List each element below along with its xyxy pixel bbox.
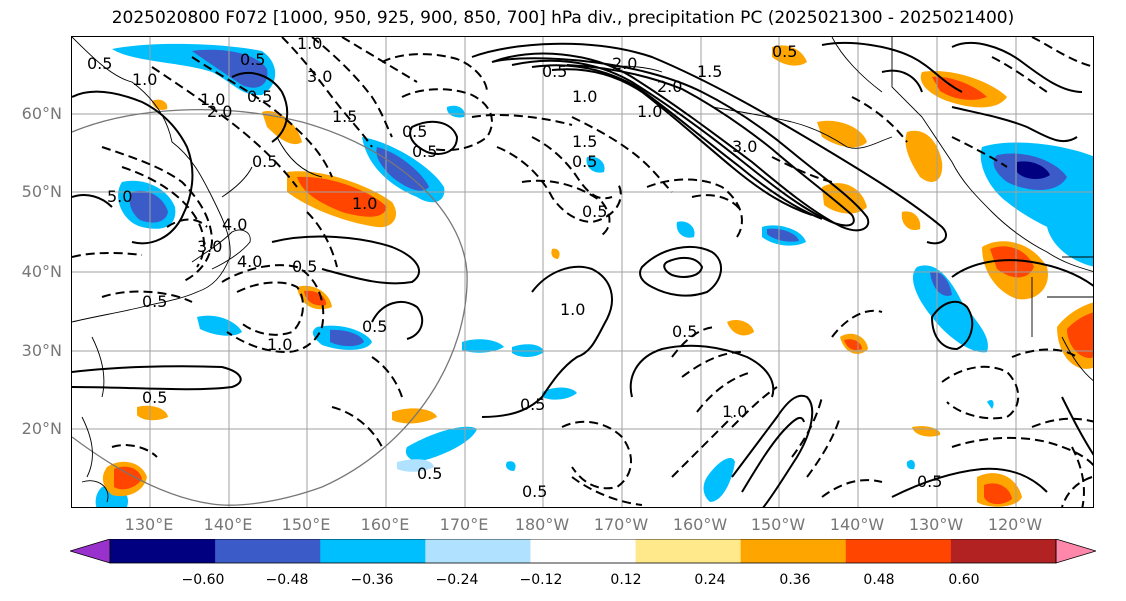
contour-label: 2.0 [207, 102, 232, 121]
contours-dashed [72, 37, 1093, 507]
contour-label: 0.5 [292, 257, 317, 276]
contour-label: 0.5 [142, 292, 167, 311]
colorbar-tick: 0.24 [694, 572, 726, 588]
contour-label: 0.5 [917, 472, 942, 491]
contour-label: 0.5 [417, 464, 442, 483]
colorbar-tick: 0.12 [610, 572, 642, 588]
lat-label-50n: 50°N [21, 182, 62, 201]
contour-label: 0.5 [252, 152, 277, 171]
coastlines [72, 37, 1093, 503]
lon-label-130e: 130°E [124, 515, 174, 534]
contour-label: 5.0 [107, 187, 132, 206]
colorbar [70, 539, 1096, 564]
colorbar-tick: −0.12 [519, 572, 563, 588]
jet-contour-1 [491, 52, 870, 232]
contour-label: 0.5 [362, 317, 387, 336]
contour-label: 1.5 [332, 107, 357, 126]
colorbar-segment [425, 539, 531, 563]
lon-label-140w: 140°W [829, 515, 885, 534]
colorbar-tick: −0.24 [435, 572, 479, 588]
contour-label: 3.0 [197, 237, 222, 256]
contour-label: 0.5 [772, 42, 797, 61]
lon-label-150w: 150°W [750, 515, 806, 534]
colorbar-segment [845, 539, 952, 563]
lon-label-130w: 130°W [908, 515, 964, 534]
contour-label: 0.5 [520, 395, 545, 414]
lat-label-20n: 20°N [21, 419, 62, 438]
colorbar-tick: 0.60 [948, 572, 980, 588]
contour-label: 4.0 [222, 215, 247, 234]
dashed-contour-1 [281, 37, 373, 148]
contour-label: 1.0 [722, 402, 747, 421]
colorbar-segment [950, 539, 1057, 563]
lon-label-150e: 150°E [281, 515, 331, 534]
contour-label: 2.0 [612, 54, 637, 73]
colorbar-arrow-low [70, 539, 111, 564]
contour-label: 1.0 [267, 335, 292, 354]
contour-label: 1.0 [297, 37, 322, 53]
colorbar-tick: −0.48 [265, 572, 309, 588]
lon-label-160w: 160°W [672, 515, 728, 534]
lat-label-40n: 40°N [21, 262, 62, 281]
colorbar-segment [215, 539, 321, 563]
colorbar-segment [740, 539, 847, 563]
colorbar-tick: −0.36 [350, 572, 394, 588]
precip-shading-positive [102, 45, 1093, 507]
map-canvas: 1.0 0.5 0.5 1.0 1.0 3.0 0.5 2.0 1.5 0.5 … [72, 37, 1093, 507]
contour-label: 0.5 [522, 482, 547, 501]
contour-label: 4.0 [237, 252, 262, 271]
lon-label-120w: 120°W [987, 515, 1043, 534]
contour-label: 1.0 [200, 90, 225, 109]
contour-label: 1.0 [352, 194, 377, 213]
colorbar-tick: 0.36 [779, 572, 811, 588]
colorbar-border [109, 539, 1057, 564]
contour-label: 3.0 [307, 67, 332, 86]
colorbar-segment [320, 539, 426, 563]
colorbar-tick: −0.60 [181, 572, 225, 588]
contour-label: 0.5 [247, 87, 272, 106]
lat-label-30n: 30°N [21, 341, 62, 360]
contour-label: 1.0 [572, 87, 597, 106]
contour-label: 0.5 [87, 54, 112, 73]
contour-label: 0.5 [240, 50, 265, 69]
contour-label: 1.0 [132, 70, 157, 89]
contour-label: 0.5 [142, 388, 167, 407]
contour-label: 1.0 [637, 102, 662, 121]
lon-label-160e: 160°E [360, 515, 410, 534]
contours-solid [72, 41, 1093, 507]
map-panel: 1.0 0.5 0.5 1.0 1.0 3.0 0.5 2.0 1.5 0.5 … [71, 36, 1094, 508]
contour-label: 0.5 [542, 62, 567, 81]
lon-label-140e: 140°E [203, 515, 253, 534]
contour-label: 0.5 [672, 322, 697, 341]
contour-label: 0.5 [582, 202, 607, 221]
contour-label: 0.5 [402, 122, 427, 141]
lon-label-170e: 170°E [439, 515, 489, 534]
contour-label: 1.0 [560, 300, 585, 319]
contour-label: 1.5 [572, 132, 597, 151]
contour-label: 1.5 [697, 62, 722, 81]
contour-label: 2.0 [657, 77, 682, 96]
colorbar-arrow-high [1055, 539, 1096, 564]
contour-label: 0.5 [572, 152, 597, 171]
colorbar-tick: 0.48 [863, 572, 895, 588]
lat-label-60n: 60°N [21, 104, 62, 123]
contour-label: 3.0 [732, 137, 757, 156]
contour-labels: 1.0 0.5 0.5 1.0 1.0 3.0 0.5 2.0 1.5 0.5 … [87, 37, 942, 501]
lon-label-170w: 170°W [593, 515, 649, 534]
contour-label: 0.5 [412, 142, 437, 161]
lon-label-180w: 180°W [514, 515, 570, 534]
map-title: 2025020800 F072 [1000, 950, 925, 900, 85… [111, 8, 1015, 28]
range-circle [72, 109, 468, 506]
colorbar-segment [635, 539, 742, 563]
colorbar-segment [110, 539, 216, 563]
colorbar-segment [530, 539, 637, 563]
